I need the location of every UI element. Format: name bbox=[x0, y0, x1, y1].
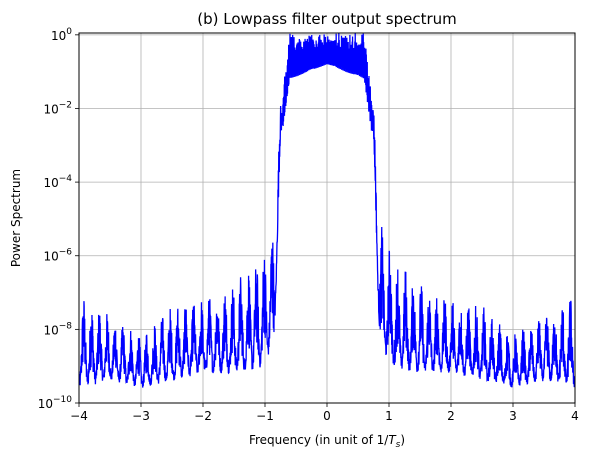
y-axis-label: Power Spectrum bbox=[9, 169, 23, 267]
x-tick-label: 0 bbox=[323, 409, 331, 423]
x-tick-label: 1 bbox=[385, 409, 393, 423]
x-tick-label: 2 bbox=[447, 409, 455, 423]
x-tick-label: −3 bbox=[132, 409, 150, 423]
x-tick-label: −2 bbox=[194, 409, 212, 423]
x-tick-label: 4 bbox=[571, 409, 579, 423]
x-tick-label: 3 bbox=[509, 409, 517, 423]
x-tick-label: −1 bbox=[256, 409, 274, 423]
chart-title: (b) Lowpass filter output spectrum bbox=[197, 10, 457, 28]
x-axis-label-text: Frequency (in unit of 1/ bbox=[249, 433, 389, 447]
x-axis-label-close: ) bbox=[400, 433, 405, 447]
x-tick-label: −4 bbox=[70, 409, 88, 423]
